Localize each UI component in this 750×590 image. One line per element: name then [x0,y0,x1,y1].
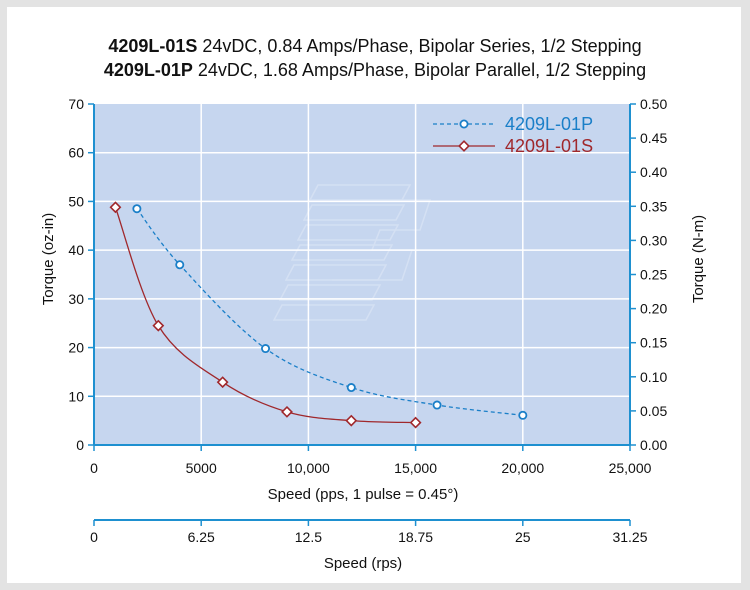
y2-tick-label: 0.45 [640,130,667,146]
data-point-4209l-01s [216,376,229,389]
y2-tick-label: 0.10 [640,369,667,385]
x-tick-label: 25,000 [609,460,652,476]
y-tick-label: 70 [68,96,84,112]
y2-tick-label: 0.05 [640,403,667,419]
data-point-4209l-01s [152,319,165,332]
y-tick-label: 60 [68,145,84,161]
y-tick-label: 10 [68,388,84,404]
x2-tick-label: 25 [515,529,531,545]
legend-label-4209l-01p: 4209L-01P [505,114,593,134]
legend-marker-4209l-01p [459,119,469,129]
y2-tick-label: 0.40 [640,164,667,180]
title-model-s: 4209L-01S [108,36,198,56]
y2-axis-label: Torque (N-m) [690,215,707,303]
title-line-parallel: 4209L-01P 24vDC, 1.68 Amps/Phase, Bipola… [0,58,750,82]
data-point-4209l-01p [432,400,442,410]
x-axis-label: Speed (pps, 1 pulse = 0.45°) [268,486,459,503]
tick-labels: 0 10 20 30 40 50 60 70 0.00 0.05 0.10 0.15 0.20 0.25 0… [68,96,667,545]
axes [88,103,636,526]
y-tick-label: 50 [68,193,84,209]
x-tick-label: 0 [90,460,98,476]
data-series [109,201,528,429]
plot-area [94,104,630,445]
data-point-4209l-01p [518,410,528,420]
title-spec-p: 24vDC, 1.68 Amps/Phase, Bipolar Parallel… [192,60,647,80]
x-tick-label: 10,000 [287,460,330,476]
y-axis-label: Torque (oz-in) [40,213,57,306]
x2-axis-label: Speed (rps) [324,555,402,572]
data-point-4209l-01p [346,383,356,393]
data-point-4209l-01s [109,201,122,214]
y-tick-label: 30 [68,291,84,307]
y2-tick-label: 0.20 [640,301,667,317]
data-point-4209l-01s [281,405,293,418]
y2-tick-label: 0.00 [640,437,667,453]
title-model-p: 4209L-01P [103,60,193,80]
y2-tick-label: 0.30 [640,232,667,248]
x2-tick-label: 31.25 [612,529,647,545]
data-point-4209l-01p [132,204,142,214]
chart-title: 4209L-01S 24vDC, 0.84 Amps/Phase, Bipola… [0,34,750,82]
x2-tick-label: 6.25 [188,529,215,545]
data-point-4209l-01p [261,344,271,354]
y2-tick-label: 0.15 [640,335,667,351]
x2-tick-label: 12.5 [295,529,322,545]
gridlines [94,104,630,445]
y-tick-label: 40 [68,242,84,258]
data-point-4209l-01s [409,416,422,429]
x-tick-label: 20,000 [501,460,544,476]
title-spec-s: 24vDC, 0.84 Amps/Phase, Bipolar Series, … [197,36,642,56]
legend-marker-4209l-01s [458,140,470,152]
y2-tick-label: 0.35 [640,198,667,214]
data-point-4209l-01s [345,414,358,427]
title-line-series: 4209L-01S 24vDC, 0.84 Amps/Phase, Bipola… [0,34,750,58]
x-tick-label: 15,000 [394,460,437,476]
x2-tick-label: 18.75 [398,529,433,545]
legend-label-4209l-01s: 4209L-01S [505,136,593,156]
logo-watermark [272,184,432,321]
y-tick-label: 20 [68,340,84,356]
x-tick-label: 5000 [186,460,217,476]
y2-tick-label: 0.50 [640,96,667,112]
x2-tick-label: 0 [90,529,98,545]
data-point-4209l-01p [175,260,185,270]
y-tick-label: 0 [76,437,84,453]
y2-tick-label: 0.25 [640,267,667,283]
